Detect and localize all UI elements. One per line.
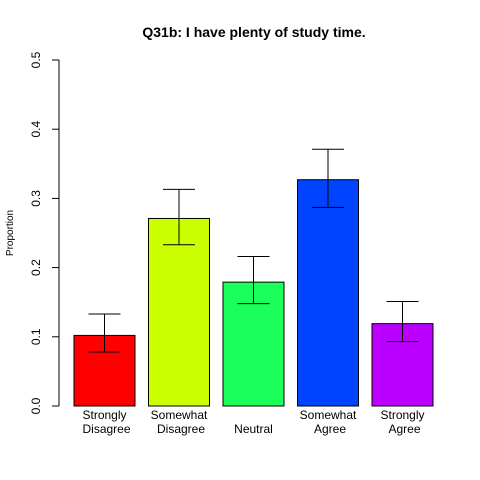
y-axis-label: Proportion bbox=[5, 210, 16, 256]
category-label-line2: Agree bbox=[388, 422, 420, 436]
bar bbox=[148, 217, 210, 407]
category-label-line1: Strongly bbox=[380, 408, 424, 422]
y-tick-label: 0.1 bbox=[29, 328, 43, 345]
y-tick-label: 0.4 bbox=[29, 121, 43, 138]
chart-title: Q31b: I have plenty of study time. bbox=[142, 24, 365, 40]
bars bbox=[73, 179, 434, 407]
bar bbox=[297, 179, 359, 407]
y-tick-label: 0.0 bbox=[29, 397, 43, 414]
category-label-line2: Disagree bbox=[157, 422, 205, 436]
category-label-line1: Neutral bbox=[234, 422, 273, 436]
y-axis: 0.0 0.1 0.2 0.3 0.4 0.5 bbox=[29, 51, 60, 414]
category-label-line2: Agree bbox=[314, 422, 346, 436]
category-label-line1: Somewhat bbox=[300, 408, 357, 422]
error-bars bbox=[88, 148, 419, 353]
category-label-line2: Disagree bbox=[82, 422, 130, 436]
y-tick-label: 0.2 bbox=[29, 259, 43, 276]
y-tick-label: 0.5 bbox=[29, 51, 43, 68]
category-label-line1: Strongly bbox=[82, 408, 126, 422]
y-tick-label: 0.3 bbox=[29, 190, 43, 207]
category-label-line1: Somewhat bbox=[151, 408, 208, 422]
